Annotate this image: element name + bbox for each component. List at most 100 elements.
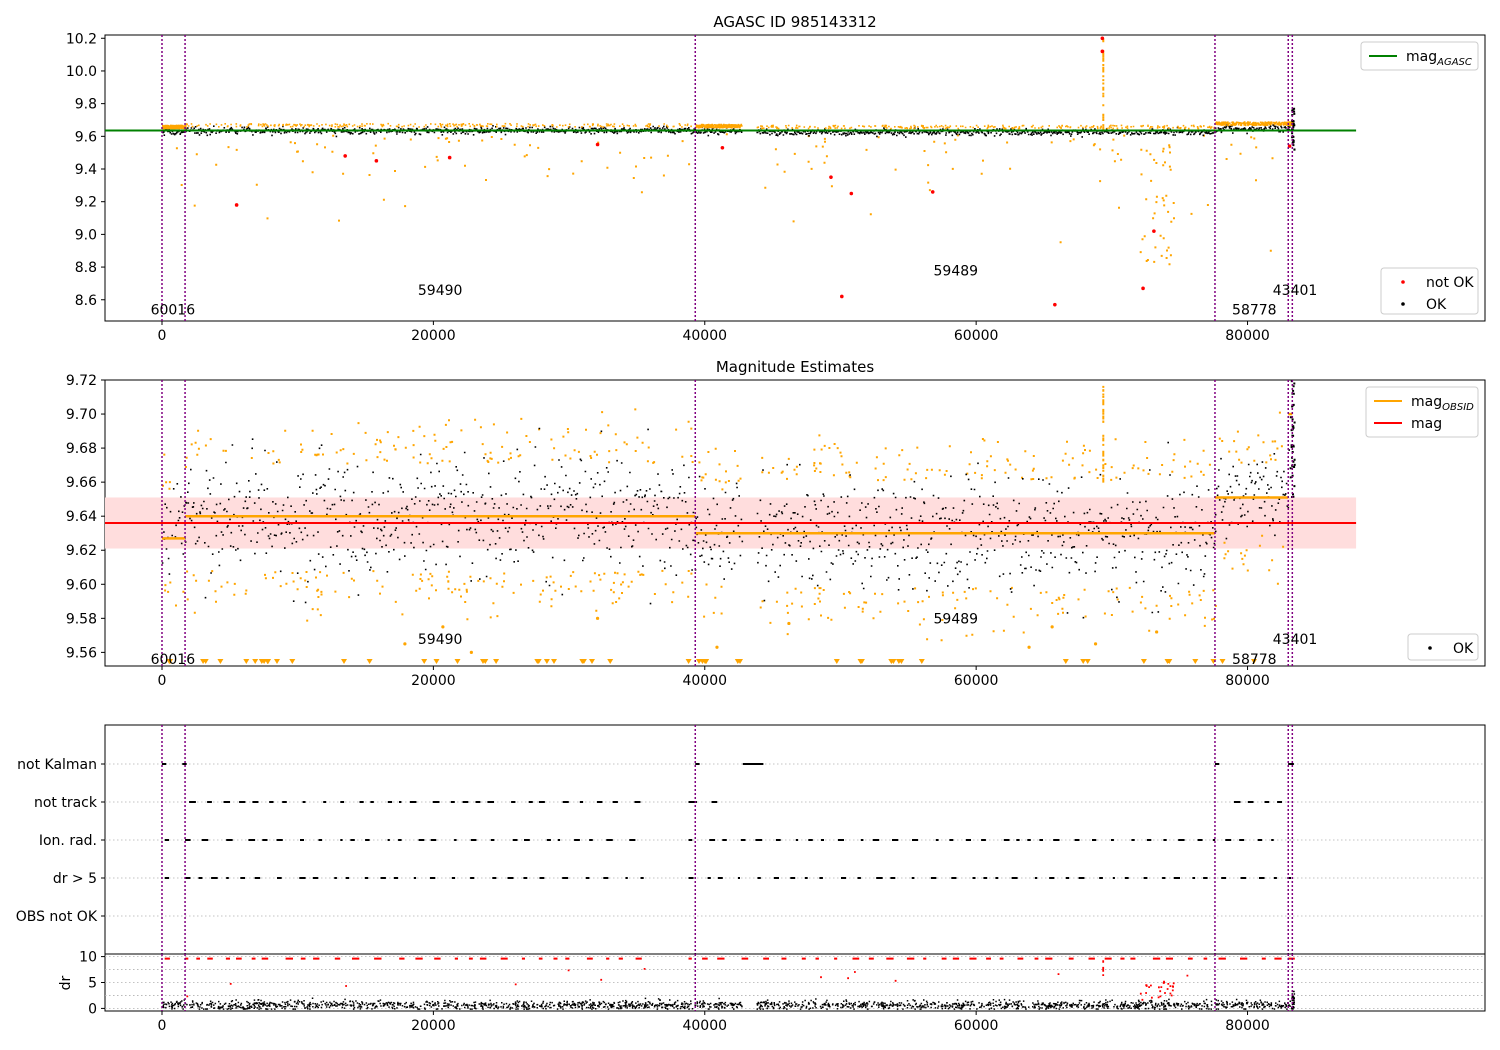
- y-tick-label: 9.4: [75, 162, 97, 178]
- not-ok-point: [1141, 286, 1145, 291]
- not-ok-point: [1100, 49, 1105, 54]
- legend-box: [1380, 267, 1479, 315]
- x-tick-label: 20000: [411, 328, 456, 344]
- y-tick-label: 5: [88, 976, 97, 992]
- not-ok-point: [1155, 630, 1159, 634]
- agasc-magnitude-panel: AGASC ID 985143312 0 20000 40000 60000 80000…: [66, 13, 1486, 344]
- legend-swatch-dot: [1401, 302, 1405, 306]
- obsid-label: 60016: [151, 652, 196, 668]
- not-ok-point: [595, 616, 600, 620]
- obsid-label: 59490: [418, 632, 463, 648]
- panel-title: AGASC ID 985143312: [713, 13, 876, 31]
- legend-label: not OK: [1426, 275, 1474, 291]
- legend-subscript: OBSID: [1442, 402, 1474, 413]
- x-tick-label: 80000: [1225, 673, 1270, 689]
- flag-marks: [164, 877, 1292, 879]
- not-ok-point: [1152, 229, 1156, 233]
- x-tick-label: 80000: [1225, 328, 1270, 344]
- not-ok-point: [441, 625, 445, 629]
- x-tick-label: 20000: [411, 1018, 456, 1034]
- flag-row-label: Ion. rad.: [39, 833, 97, 849]
- obsid-label: 43401: [1273, 283, 1318, 299]
- x-tick-label: 60000: [954, 1018, 999, 1034]
- y-tick-label: 9.58: [66, 611, 97, 627]
- not-ok-point: [343, 154, 347, 158]
- ok-points-43401: [1289, 380, 1296, 498]
- x-tick-label: 40000: [682, 1018, 727, 1034]
- legend-swatch-dot: [1401, 280, 1405, 284]
- legend-ok-status: not OK OK: [1380, 267, 1479, 315]
- y-tick-label: 9.6: [75, 129, 97, 145]
- not-ok-point: [1053, 302, 1057, 307]
- y-tick-label: 8.6: [75, 293, 97, 309]
- legend-ok-status: OK: [1407, 633, 1479, 661]
- y-tick-label: 9.62: [66, 543, 97, 559]
- not-ok-point: [595, 142, 600, 147]
- y-tick-label: 9.60: [66, 577, 97, 593]
- y-tick-label: 9.72: [66, 373, 97, 389]
- y-tick-label: 10: [79, 950, 97, 966]
- not-ok-point: [1050, 625, 1054, 629]
- axes-frame: [104, 34, 1486, 322]
- y-tick-label: 9.66: [66, 475, 97, 491]
- obsid-label: 59489: [934, 611, 979, 627]
- x-tick-label: 20000: [411, 673, 456, 689]
- x-tick-label: 60000: [954, 328, 999, 344]
- y-tick-label: 10.0: [66, 64, 97, 80]
- not-ok-point: [715, 645, 719, 649]
- y-tick-label: 9.68: [66, 441, 97, 457]
- off-scale-markers: [166, 659, 1258, 664]
- not-ok-point: [1027, 645, 1031, 649]
- y-tick-label: 9.56: [66, 645, 97, 661]
- not-ok-point: [403, 642, 407, 646]
- legend-box: [1407, 633, 1479, 661]
- y-tick-label: 9.0: [75, 227, 97, 243]
- y-axis-label: dr: [58, 975, 74, 990]
- dr-panel: dr 0 20000 40000 60000 80000 0 5 10: [58, 950, 1486, 1034]
- not-ok-point: [849, 191, 854, 196]
- flag-row-label: not track: [34, 795, 98, 811]
- legend-label: mag: [1411, 416, 1442, 432]
- x-tick-label: 0: [158, 673, 167, 689]
- not-ok-point: [829, 175, 833, 179]
- legend-subscript: AGASC: [1436, 57, 1472, 68]
- y-tick-label: 0: [88, 1001, 97, 1017]
- obsid-label: 58778: [1232, 303, 1277, 319]
- legend-mag-agasc: magAGASC: [1360, 41, 1479, 71]
- flag-row-label: dr > 5: [53, 871, 97, 887]
- not-ok-point: [1100, 36, 1105, 41]
- y-tick-label: 10.2: [66, 31, 97, 47]
- x-tick-label: 80000: [1225, 1018, 1270, 1034]
- not-ok-point: [1093, 642, 1098, 646]
- x-tick-label: 40000: [682, 673, 727, 689]
- flag-row-label: OBS not OK: [16, 909, 98, 925]
- not-ok-point: [787, 621, 791, 626]
- not-ok-point: [720, 145, 725, 150]
- obsid-label: 58778: [1232, 652, 1277, 668]
- magnitude-estimates-panel: Magnitude Estimates 0 20000 40000 60000 8000…: [66, 358, 1486, 689]
- legend-label: OK: [1453, 641, 1474, 657]
- x-tick-label: 0: [158, 328, 167, 344]
- legend-swatch-dot: [1428, 646, 1432, 650]
- x-tick-label: 60000: [954, 673, 999, 689]
- not-ok-point: [930, 190, 935, 194]
- not-ok-point: [447, 155, 452, 160]
- y-tick-label: 9.70: [66, 407, 97, 423]
- legend-box: [1360, 41, 1479, 71]
- y-tick-label: 9.2: [75, 195, 97, 211]
- legend-box: [1365, 386, 1479, 438]
- y-tick-label: 8.8: [75, 260, 97, 276]
- y-tick-label: 9.64: [66, 509, 97, 525]
- legend-label: OK: [1426, 297, 1447, 313]
- y-tick-label: 9.8: [75, 97, 97, 113]
- obsid-label: 59490: [418, 283, 463, 299]
- obsid-label: 60016: [151, 303, 196, 319]
- panel-title: Magnitude Estimates: [716, 358, 874, 376]
- x-tick-label: 0: [158, 1018, 167, 1034]
- not-ok-point: [374, 159, 379, 163]
- flag-marks: [164, 839, 1292, 841]
- flag-row-label: not Kalman: [17, 757, 97, 773]
- x-tick-label: 40000: [682, 328, 727, 344]
